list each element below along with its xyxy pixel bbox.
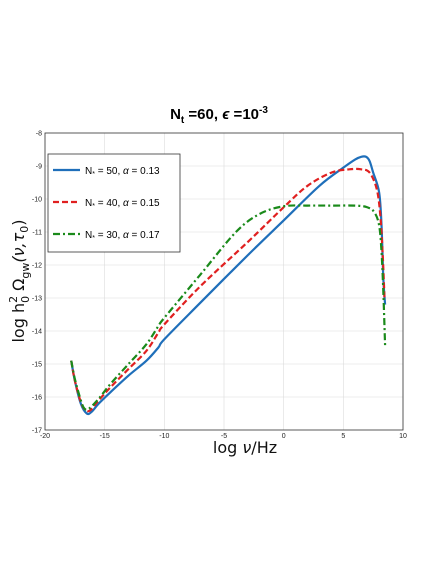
title-rest: =60, xyxy=(184,106,222,123)
legend-entry-n50: N* = 50, α = 0.13 xyxy=(85,166,160,178)
plot-frame xyxy=(44,132,404,431)
y-tick-label: -8 xyxy=(36,131,42,138)
chart-title: Nt =60, ϵ =10-3 xyxy=(170,105,268,126)
title-exponent: -3 xyxy=(259,105,268,116)
legend: N* = 50, α = 0.13 N* = 40, α = 0.15 N* =… xyxy=(47,153,181,253)
legend-n40-n: N xyxy=(85,198,92,209)
y-tick-label: -11 xyxy=(32,230,42,237)
legend-n40-value: = 0.15 xyxy=(129,198,160,209)
title-n: N xyxy=(170,106,181,123)
title-n-subscript: t xyxy=(181,115,185,126)
legend-n30-star: * xyxy=(92,235,95,242)
y-tick-label: -9 xyxy=(36,164,42,171)
legend-entry-n30: N* = 30, α = 0.17 xyxy=(85,230,160,242)
legend-n50-alpha: α xyxy=(123,166,129,177)
x-label-log: log xyxy=(213,438,242,457)
legend-n30-alpha: α xyxy=(123,230,129,241)
y-tick-label: -10 xyxy=(32,197,42,204)
x-label-nu: ν xyxy=(242,438,251,457)
y-tick-labels: -17 -16 -15 -14 -13 -12 -11 -10 -9 -8 xyxy=(32,131,42,435)
y-tick-label: -17 xyxy=(32,428,42,435)
legend-n30-value: = 0.17 xyxy=(129,230,160,241)
legend-entry-n40: N* = 40, α = 0.15 xyxy=(85,198,160,210)
x-tick-label: -10 xyxy=(159,433,169,440)
series-line-n40 xyxy=(70,167,386,413)
legend-n40-alpha: α xyxy=(123,198,129,209)
series-line-n50 xyxy=(70,155,387,416)
y-label-close: ) xyxy=(9,219,28,225)
x-axis-label: log ν/Hz xyxy=(213,438,277,457)
x-tick-label: 10 xyxy=(399,433,407,440)
legend-n40-star: * xyxy=(92,203,95,210)
legend-n30-rest: = 30, xyxy=(95,230,123,241)
y-tick-label: -15 xyxy=(32,362,42,369)
legend-n50-n: N xyxy=(85,166,92,177)
y-tick-label: -16 xyxy=(32,395,42,402)
title-equals: =10 xyxy=(229,106,259,123)
y-tick-label: -12 xyxy=(32,263,42,270)
y-label-log-h: log h xyxy=(9,303,28,343)
y-tick-label: -13 xyxy=(32,296,42,303)
x-tick-label: -5 xyxy=(221,433,227,440)
legend-n30-n: N xyxy=(85,230,92,241)
x-tick-label: 0 xyxy=(282,433,286,440)
x-label-unit: /Hz xyxy=(251,438,277,457)
legend-n40-rest: = 40, xyxy=(95,198,123,209)
y-label-tau-sub: 0 xyxy=(18,226,31,233)
x-tick-label: 5 xyxy=(341,433,345,440)
x-tick-labels: -20 -15 -10 -5 0 5 10 xyxy=(40,433,407,440)
x-tick-label: -15 xyxy=(100,433,110,440)
legend-n50-star: * xyxy=(92,171,95,178)
y-label-args: (ν,τ xyxy=(9,232,28,262)
y-tick-label: -14 xyxy=(32,329,42,336)
legend-n50-rest: = 50, xyxy=(95,166,123,177)
series-line-n30 xyxy=(70,204,387,411)
x-tick-label: -20 xyxy=(40,433,50,440)
y-label-omega: Ω xyxy=(9,279,28,296)
y-label-sup: 2 xyxy=(7,296,20,303)
legend-n50-value: = 0.13 xyxy=(129,166,160,177)
y-axis-label: log h20 Ωgw(ν,τ0) xyxy=(7,219,32,342)
y-label-sub0: 0 xyxy=(19,296,32,303)
title-epsilon: ϵ xyxy=(222,106,230,123)
y-label-gw: gw xyxy=(19,263,32,279)
series-layer xyxy=(70,155,387,416)
